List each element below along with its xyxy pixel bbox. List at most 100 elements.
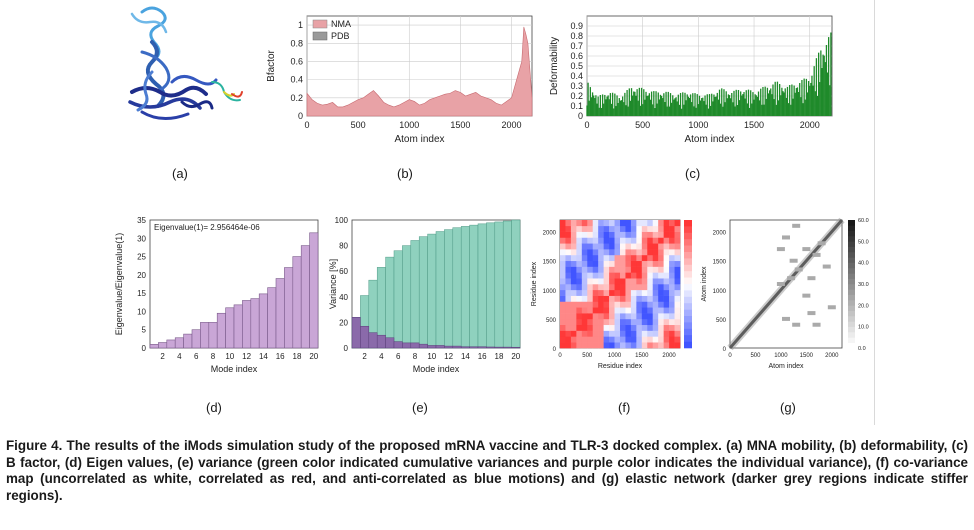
- covariance-cell: [581, 249, 588, 256]
- eigenvalue-bar: [300, 245, 310, 349]
- covariance-cell: [603, 336, 610, 343]
- covariance-cell: [647, 301, 654, 308]
- covariance-cell: [625, 243, 632, 250]
- covariance-cell: [658, 254, 664, 262]
- cumulative-variance-bar: [486, 222, 496, 349]
- covariance-cell: [636, 272, 643, 279]
- covariance-cell: [641, 278, 648, 285]
- covariance-cell: [609, 284, 615, 291]
- covariance-cell: [560, 342, 566, 349]
- y-tick-label: 0.7: [570, 41, 583, 51]
- x-tick-label: 6: [396, 352, 401, 361]
- x-tick-label: 18: [495, 352, 504, 361]
- x-tick-label: 1500: [800, 353, 814, 359]
- covariance-cell: [581, 324, 588, 331]
- covariance-cell: [674, 225, 681, 232]
- covariance-cell: [565, 266, 572, 273]
- covariance-cell: [581, 301, 588, 308]
- x-tick-label: 500: [582, 353, 593, 359]
- covariance-cell: [614, 254, 621, 262]
- covariance-cell: [641, 295, 648, 302]
- covariance-cell: [592, 307, 599, 314]
- elastic-contact-cell: [776, 282, 785, 286]
- covariance-cell: [630, 225, 637, 232]
- y-axis-label: Atom index: [701, 266, 708, 302]
- covariance-cell: [647, 266, 654, 273]
- covariance-cell: [641, 342, 648, 349]
- covariance-cell: [669, 266, 675, 273]
- covariance-cell: [630, 295, 637, 302]
- covariance-cell: [592, 231, 599, 238]
- colorbar-cell: [684, 341, 692, 349]
- covariance-cell: [603, 318, 610, 326]
- eigenvalue-bar: [250, 298, 260, 349]
- covariance-cell: [592, 324, 599, 331]
- covariance-cell: [598, 260, 604, 267]
- eigenvalue-bar: [149, 344, 159, 349]
- covariance-cell: [641, 231, 648, 238]
- covariance-cell: [598, 231, 604, 238]
- covariance-cell: [669, 260, 675, 267]
- eigenvalue-bar: [191, 329, 201, 349]
- x-tick-label: 0: [584, 120, 589, 130]
- covariance-cell: [592, 237, 599, 244]
- covariance-cell: [565, 243, 572, 250]
- covariance-cell: [630, 318, 637, 326]
- covariance-cell: [636, 318, 643, 326]
- colorbar-cell: [684, 296, 692, 304]
- covariance-cell: [603, 307, 610, 314]
- covariance-cell: [647, 284, 654, 291]
- individual-variance-bar: [427, 345, 437, 349]
- eigenvalue-bar: [158, 342, 168, 349]
- covariance-cell: [620, 301, 626, 308]
- covariance-cell: [560, 237, 566, 244]
- covariance-cell: [641, 313, 648, 320]
- covariance-cell: [570, 307, 577, 314]
- covariance-cell: [587, 254, 594, 262]
- covariance-cell: [609, 237, 615, 244]
- covariance-cell: [614, 220, 621, 227]
- elastic-contact-cell: [817, 241, 826, 246]
- colorbar-tick-label: 40.0: [858, 261, 869, 267]
- legend-label-pdb: PDB: [331, 31, 350, 41]
- cumulative-variance-bar: [385, 256, 395, 349]
- covariance-cell: [620, 289, 626, 296]
- covariance-cell: [587, 237, 594, 244]
- covariance-cell: [592, 254, 599, 262]
- covariance-cell: [630, 266, 637, 273]
- covariance-cell: [674, 295, 681, 302]
- covariance-cell: [636, 330, 643, 337]
- x-tick-label: 1000: [608, 353, 622, 359]
- x-tick-label: 16: [276, 352, 285, 361]
- covariance-cell: [620, 243, 626, 250]
- covariance-cell: [636, 336, 643, 343]
- colorbar-cell: [684, 258, 692, 266]
- covariance-cell: [560, 318, 566, 326]
- covariance-cell: [647, 243, 654, 250]
- x-tick-label: 1000: [688, 120, 708, 130]
- covariance-cell: [592, 225, 599, 232]
- covariance-cell: [581, 220, 588, 227]
- x-tick-label: 10: [225, 352, 234, 361]
- colorbar-tick-label: 60.0: [858, 218, 869, 224]
- covariance-cell: [592, 336, 599, 343]
- covariance-cell: [592, 342, 599, 349]
- covariance-cell: [609, 330, 615, 337]
- covariance-cell: [614, 313, 621, 320]
- cumulative-variance-bar: [502, 220, 512, 349]
- covariance-cell: [560, 295, 566, 302]
- covariance-cell: [636, 313, 643, 320]
- colorbar-cell: [684, 309, 692, 317]
- y-tick-label: 100: [335, 216, 349, 225]
- covariance-cell: [576, 289, 583, 296]
- covariance-cell: [603, 342, 610, 349]
- covariance-cell: [570, 272, 577, 279]
- covariance-cell: [652, 225, 659, 232]
- covariance-cell: [570, 336, 577, 343]
- eigenvalue-bar: [275, 278, 285, 349]
- protein-structure-image: [128, 6, 243, 120]
- x-tick-label: 0: [558, 353, 562, 359]
- covariance-cell: [603, 313, 610, 320]
- covariance-cell: [598, 330, 604, 337]
- covariance-cell: [669, 278, 675, 285]
